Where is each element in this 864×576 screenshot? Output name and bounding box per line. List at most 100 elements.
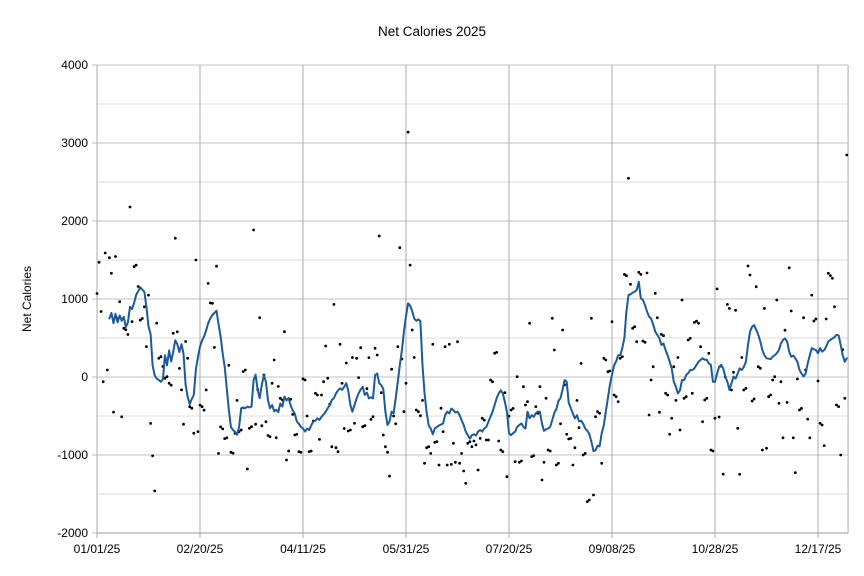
scatter-point	[406, 130, 410, 134]
scatter-point	[480, 416, 484, 420]
scatter-point	[503, 391, 507, 394]
scatter-point	[491, 380, 494, 384]
scatter-point	[243, 368, 247, 372]
scatter-point	[711, 449, 715, 453]
scatter-point	[571, 463, 575, 467]
scatter-point	[752, 397, 756, 401]
scatter-point	[299, 450, 303, 454]
scatter-point	[439, 406, 443, 410]
scatter-point	[254, 422, 257, 426]
scatter-point	[336, 450, 340, 453]
scatter-point	[208, 301, 212, 305]
scatter-point	[217, 452, 220, 455]
scatter-point	[701, 420, 704, 424]
scatter-point	[425, 446, 428, 450]
scatter-point	[575, 399, 579, 402]
scatter-point	[178, 367, 181, 370]
scatter-point	[316, 393, 319, 397]
scatter-point	[791, 436, 795, 440]
scatter-point	[291, 413, 295, 416]
scatter-point	[101, 380, 105, 384]
scatter-point	[717, 415, 721, 419]
scatter-point	[647, 413, 651, 417]
scatter-point	[726, 303, 729, 306]
scatter-point	[756, 365, 760, 369]
scatter-point	[728, 307, 731, 310]
scatter-point	[623, 273, 626, 276]
scatter-point	[246, 467, 249, 471]
scatter-point	[190, 406, 194, 410]
scatter-point	[618, 356, 622, 360]
scatter-point	[408, 263, 412, 267]
scatter-point	[625, 274, 628, 278]
scatter-point	[785, 401, 789, 404]
scatter-point	[198, 403, 202, 407]
scatter-point	[783, 328, 787, 332]
scatter-point	[419, 414, 422, 418]
scatter-point	[816, 379, 820, 383]
scatter-point	[472, 439, 476, 443]
scatter-point	[421, 399, 424, 402]
scatter-point	[402, 410, 406, 414]
scatter-point	[641, 339, 645, 343]
scatter-point	[567, 437, 571, 441]
scatter-point	[732, 370, 735, 374]
scatter-point	[744, 386, 748, 390]
scatter-point	[357, 376, 360, 379]
scatter-point	[565, 432, 569, 436]
scatter-point	[433, 440, 437, 444]
scatter-point	[707, 351, 711, 355]
scatter-point	[829, 274, 832, 277]
scatter-point	[761, 448, 764, 452]
scatter-point	[97, 260, 101, 264]
scatter-point	[379, 391, 383, 394]
scatter-point	[487, 438, 490, 442]
scatter-point	[283, 330, 286, 334]
scatter-point	[511, 407, 515, 410]
scatter-point	[157, 356, 161, 360]
scatter-point	[697, 321, 700, 325]
scatter-point	[192, 431, 196, 435]
scatter-point	[686, 338, 690, 342]
scatter-point	[99, 310, 103, 313]
scatter-point	[340, 381, 344, 385]
scatter-point	[699, 345, 702, 349]
scatter-point	[386, 450, 389, 454]
scatter-point	[489, 378, 492, 382]
scatter-point	[769, 393, 772, 397]
scatter-point	[781, 436, 785, 440]
scatter-point	[248, 426, 251, 430]
scatter-point	[447, 342, 451, 346]
scatter-point	[338, 342, 342, 346]
scatter-point	[767, 395, 770, 399]
scatter-point	[684, 395, 688, 399]
scatter-point	[497, 439, 501, 443]
scatter-point	[520, 459, 523, 463]
scatter-point	[793, 471, 797, 474]
scatter-point	[268, 435, 272, 439]
scatter-point	[513, 460, 517, 463]
scatter-point	[522, 385, 525, 389]
scatter-point	[229, 450, 233, 454]
scatter-point	[476, 468, 480, 472]
scatter-point	[818, 421, 822, 425]
scatter-point	[149, 422, 153, 425]
scatter-point	[810, 293, 814, 297]
scatter-point	[274, 436, 278, 440]
scatter-point	[478, 437, 482, 440]
scatter-point	[381, 433, 385, 437]
scatter-point	[445, 463, 449, 467]
scatter-point	[384, 445, 387, 449]
scatter-point	[431, 342, 435, 346]
scatter-point	[437, 463, 441, 467]
scatter-point	[649, 378, 653, 382]
scatter-point	[602, 356, 606, 360]
scatter-point	[544, 396, 548, 400]
scatter-point	[705, 396, 709, 400]
scatter-point	[227, 363, 231, 367]
scatter-point	[468, 440, 472, 444]
scatter-point	[775, 298, 779, 302]
scatter-point	[820, 423, 824, 427]
scatter-point	[394, 422, 398, 426]
scatter-point	[600, 461, 604, 465]
